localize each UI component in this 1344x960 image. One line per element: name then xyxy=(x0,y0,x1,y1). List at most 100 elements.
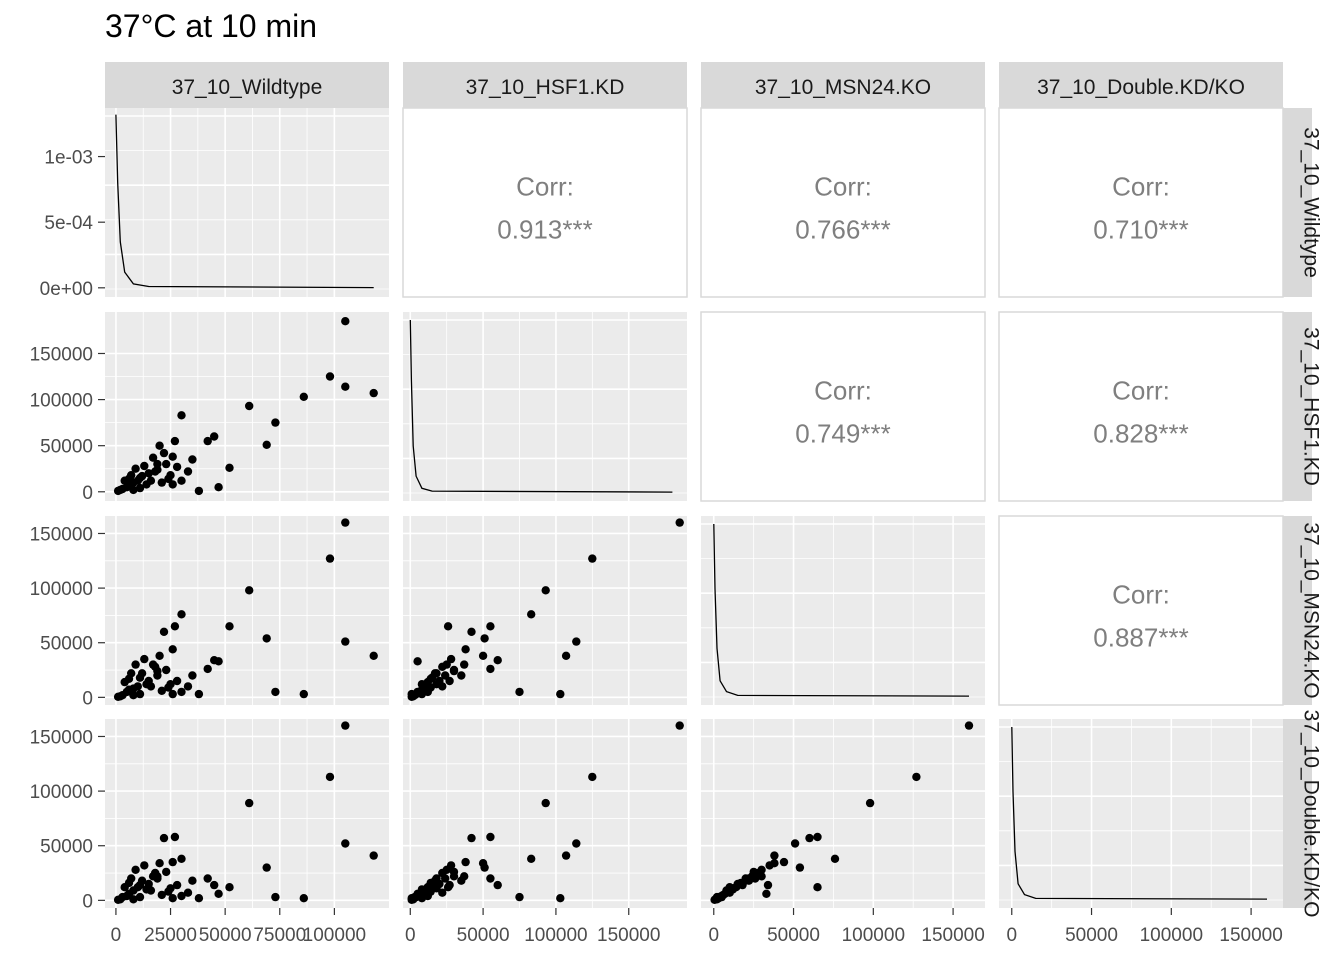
x-tick-label: 0 xyxy=(111,925,122,946)
scatter-point xyxy=(210,880,219,890)
y-tick-label: 0 xyxy=(82,688,93,709)
corr-label: Corr: xyxy=(814,172,872,202)
panel-background xyxy=(700,311,986,502)
corr-label: Corr: xyxy=(516,172,574,202)
scatter-point xyxy=(148,453,158,462)
axis-layer: 1e-03 5e-04 0e+00 150000 100000 50000 0 150000 1… xyxy=(30,148,1283,946)
scatter-point xyxy=(135,892,145,902)
scatter-point xyxy=(964,721,974,730)
scatter-point xyxy=(135,483,145,493)
x-tick-label: 0 xyxy=(405,925,416,946)
scatter-point xyxy=(779,857,789,867)
panel-r3-c0 xyxy=(105,719,389,908)
scatter-point xyxy=(341,637,350,646)
scatter-point xyxy=(172,462,182,472)
scatter-point xyxy=(124,474,134,484)
scatter-point xyxy=(146,682,156,691)
scatter-point xyxy=(515,687,524,697)
scatter-point xyxy=(527,854,536,863)
scatter-point xyxy=(446,861,456,870)
scatter-point xyxy=(155,859,164,868)
panel-background xyxy=(105,719,389,908)
scatter-point xyxy=(461,857,470,867)
scatter-point xyxy=(155,651,164,660)
scatter-point xyxy=(493,656,502,665)
scatter-point xyxy=(445,676,454,686)
scatter-point xyxy=(438,682,447,691)
scatter-point xyxy=(449,666,459,676)
scatter-point xyxy=(144,469,153,478)
corr-label: Corr: xyxy=(1112,376,1170,406)
scatter-point xyxy=(486,622,495,631)
scatter-point xyxy=(723,887,733,896)
scatter-point xyxy=(129,691,138,700)
panel-r0-c1 xyxy=(402,107,688,298)
x-tick-label: 50000 xyxy=(1065,925,1118,946)
corr-label: Corr: xyxy=(1112,580,1170,610)
panel-r0-c3 xyxy=(998,107,1284,298)
corr-value: 0.766*** xyxy=(795,215,890,245)
scatter-point xyxy=(131,660,140,669)
scatter-point xyxy=(409,895,418,904)
panel-r1-c3 xyxy=(998,311,1284,502)
scatter-point xyxy=(299,894,308,903)
scatter-point xyxy=(210,656,219,665)
scatter-point xyxy=(183,682,193,691)
panel-r1-c1 xyxy=(403,312,687,501)
scatter-point xyxy=(146,476,156,485)
scatter-point xyxy=(194,689,204,699)
scatter-point xyxy=(177,687,186,697)
scatter-point xyxy=(341,317,350,326)
scatter-point xyxy=(413,657,422,666)
scatter-point xyxy=(763,880,773,890)
scatter-point xyxy=(159,833,169,843)
scatter-point xyxy=(493,880,502,890)
scatter-point xyxy=(795,863,805,872)
scatter-point xyxy=(168,689,177,699)
y-tick-label: 100000 xyxy=(30,579,93,600)
scatter-point xyxy=(432,874,441,883)
scatter-point xyxy=(527,610,536,619)
scatter-point xyxy=(865,798,875,808)
scatter-point xyxy=(443,622,453,631)
scatter-point xyxy=(515,892,524,902)
scatter-point xyxy=(426,878,435,888)
x-tick-label: 50000 xyxy=(767,925,820,946)
panel-r3-c3 xyxy=(999,719,1283,908)
scatter-point xyxy=(478,859,488,868)
scatter-point xyxy=(912,772,921,782)
scatter-point xyxy=(194,894,204,903)
scatter-point xyxy=(113,692,123,701)
strip-top-background xyxy=(999,62,1283,108)
scatter-point xyxy=(325,772,335,782)
scatter-point xyxy=(177,854,186,863)
scatter-point xyxy=(369,651,378,660)
scatter-point xyxy=(556,689,565,699)
scatter-point xyxy=(168,894,177,903)
scatter-point xyxy=(341,518,350,527)
panel-background xyxy=(105,108,389,297)
scatter-point xyxy=(736,878,746,888)
scatter-point xyxy=(172,880,182,890)
scatter-point xyxy=(460,660,469,669)
x-tick-label: 25000 xyxy=(144,925,197,946)
scatter-point xyxy=(214,483,223,492)
scatter-point xyxy=(203,664,212,674)
chart-title: 37°C at 10 min xyxy=(105,8,318,44)
y-tick-label: 100000 xyxy=(30,391,93,412)
panel-background xyxy=(402,107,688,298)
scatter-point xyxy=(341,839,350,848)
strip-top-label: 37_10_Wildtype xyxy=(172,76,323,99)
x-tick-label: 150000 xyxy=(921,925,984,946)
scatter-point xyxy=(159,627,169,636)
scatter-point xyxy=(561,651,571,660)
scatter-point xyxy=(155,441,164,450)
scatter-point xyxy=(245,798,254,808)
scatter-point xyxy=(164,887,173,896)
y-tick-label: 50000 xyxy=(40,634,93,655)
scatter-point xyxy=(747,872,757,881)
scatter-point xyxy=(153,459,162,469)
x-tick-label: 50000 xyxy=(457,925,510,946)
scatter-point xyxy=(131,865,140,874)
